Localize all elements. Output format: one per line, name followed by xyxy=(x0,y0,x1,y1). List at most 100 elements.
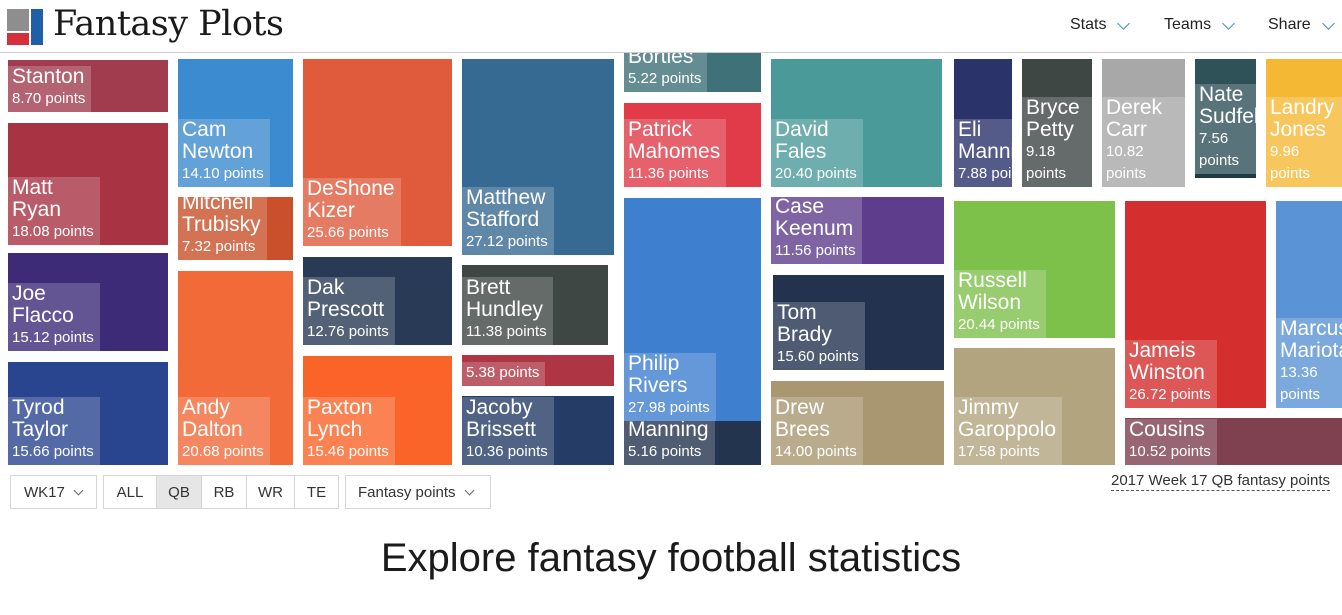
player-points: 18.08 points xyxy=(12,223,94,240)
treemap-tile[interactable]: Bortles 5.22 points xyxy=(624,53,761,92)
treemap-tile[interactable]: Patrick Mahomes 11.36 points xyxy=(624,103,761,187)
player-points: 10.36 points xyxy=(466,443,548,460)
position-filter: ALL QB RB WR TE xyxy=(103,475,339,509)
player-points: 20.40 points xyxy=(775,165,857,182)
player-points: 26.72 points xyxy=(1129,386,1211,403)
treemap-tile[interactable]: Derek Carr 10.82 points xyxy=(1102,59,1185,187)
treemap-tile[interactable]: Jameis Winston 26.72 points xyxy=(1125,201,1266,408)
treemap-tile[interactable]: Bryce Petty 9.18 points xyxy=(1022,59,1092,187)
player-points: 5.16 points xyxy=(628,443,702,460)
treemap-tile[interactable]: Tom Brady 15.60 points xyxy=(773,275,944,370)
player-name: Cam Newton xyxy=(182,118,254,163)
treemap-tile[interactable]: Mitchell Trubisky 7.32 points xyxy=(178,197,293,260)
player-name: Bortles xyxy=(628,53,694,68)
player-name: Marcus Mariota xyxy=(1280,317,1342,362)
treemap-tile[interactable]: Jimmy Garoppolo 17.58 points xyxy=(954,348,1115,465)
tile-label: Brett Hundley 11.38 points xyxy=(462,277,553,345)
tile-label: 5.38 points xyxy=(462,362,546,386)
treemap-tile[interactable]: 5.38 points xyxy=(462,355,614,386)
treemap-tile[interactable]: Matthew Stafford 27.12 points xyxy=(462,59,614,255)
nav-teams[interactable]: Teams xyxy=(1164,16,1235,34)
player-points: 27.98 points xyxy=(628,399,710,416)
position-rb[interactable]: RB xyxy=(202,476,247,508)
tile-label: Nate Sudfeld 7.56 points xyxy=(1195,84,1256,174)
treemap-tile[interactable]: Philip Rivers 27.98 points xyxy=(624,198,761,421)
treemap-tile[interactable]: Matt Ryan 18.08 points xyxy=(8,123,168,245)
player-name: Mitchell Trubisky xyxy=(182,197,261,236)
position-wr[interactable]: WR xyxy=(247,476,295,508)
treemap-tile[interactable]: Drew Brees 14.00 points xyxy=(771,381,944,465)
metric-select[interactable]: Fantasy points xyxy=(345,475,491,509)
chevron-down-icon xyxy=(1321,16,1335,30)
player-name: Jameis Winston xyxy=(1129,339,1205,384)
tile-label: Eli Manning 7.88 points xyxy=(954,119,1012,187)
treemap-tile[interactable]: DeShone Kizer 25.66 points xyxy=(303,59,452,246)
treemap-tile[interactable]: Nate Sudfeld 7.56 points xyxy=(1195,59,1256,178)
player-name: Paxton Lynch xyxy=(307,396,373,441)
tile-label: Derek Carr 10.82 points xyxy=(1102,97,1185,187)
player-points: 15.12 points xyxy=(12,329,94,346)
treemap-tile[interactable]: David Fales 20.40 points xyxy=(771,59,942,187)
treemap-tile[interactable]: Paxton Lynch 15.46 points xyxy=(303,356,452,465)
treemap-tile[interactable]: Joe Flacco 15.12 points xyxy=(8,253,168,351)
tile-label: Andy Dalton 20.68 points xyxy=(178,397,270,465)
tile-label: Landry Jones 9.96 points xyxy=(1266,97,1342,187)
treemap-tile[interactable]: Russell Wilson 20.44 points xyxy=(954,201,1115,338)
treemap-tile[interactable]: Landry Jones 9.96 points xyxy=(1266,59,1342,187)
chevron-down-icon xyxy=(1117,16,1131,30)
player-name: Joe Flacco xyxy=(12,282,74,327)
nav-share[interactable]: Share xyxy=(1268,16,1335,34)
chevron-down-icon xyxy=(464,485,475,495)
player-points: 7.88 points xyxy=(958,165,1012,182)
tile-label: Jameis Winston 26.72 points xyxy=(1125,340,1217,408)
logo-icon[interactable] xyxy=(7,9,43,45)
week-select[interactable]: WK17 xyxy=(10,475,97,509)
qb-treemap: Stanton 8.70 points Matt Ryan 18.08 poin… xyxy=(0,53,1342,465)
treemap-tile[interactable]: Cousins 10.52 points xyxy=(1125,418,1342,465)
treemap-tile[interactable]: Andy Dalton 20.68 points xyxy=(178,271,293,465)
treemap-tile[interactable]: Jacoby Brissett 10.36 points xyxy=(462,396,614,465)
position-te[interactable]: TE xyxy=(306,483,327,501)
player-name: Stanton xyxy=(12,65,85,88)
treemap-tile[interactable]: Eli Manning 7.88 points xyxy=(954,59,1012,187)
treemap-tile[interactable]: Cam Newton 14.10 points xyxy=(178,59,293,187)
player-points: 10.82 points xyxy=(1106,143,1147,182)
player-name: David Fales xyxy=(775,118,829,163)
player-name: Tom Brady xyxy=(777,301,832,346)
player-name: Jacoby Brissett xyxy=(466,396,537,441)
brand-title[interactable]: Fantasy Plots xyxy=(53,4,284,44)
position-all[interactable]: ALL xyxy=(104,476,157,508)
player-name: Case Keenum xyxy=(775,197,854,240)
metric-select-value: Fantasy points xyxy=(358,483,456,501)
player-points: 15.60 points xyxy=(777,348,859,365)
player-points: 9.96 points xyxy=(1270,143,1311,182)
player-points: 14.10 points xyxy=(182,165,264,182)
player-points: 7.32 points xyxy=(182,238,256,255)
treemap-tile[interactable]: Brett Hundley 11.38 points xyxy=(462,265,614,345)
player-name: Russell Wilson xyxy=(958,269,1027,314)
treemap-tile[interactable]: Tyrod Taylor 15.66 points xyxy=(8,362,168,465)
position-qb[interactable]: QB xyxy=(157,476,202,508)
treemap-tile[interactable]: Marcus Mariota 13.36 points xyxy=(1276,201,1342,408)
player-name: Bryce Petty xyxy=(1026,96,1080,141)
tile-label: Tyrod Taylor 15.66 points xyxy=(8,397,100,465)
player-name: Nate Sudfeld xyxy=(1199,83,1256,128)
tile-label: Jimmy Garoppolo 17.58 points xyxy=(954,397,1063,465)
player-points: 27.12 points xyxy=(466,233,548,250)
treemap-tile[interactable]: Stanton 8.70 points xyxy=(8,60,168,112)
tile-label: Drew Brees 14.00 points xyxy=(771,397,863,465)
tile-label: Joe Flacco 15.12 points xyxy=(8,283,100,351)
player-points: 11.56 points xyxy=(775,242,856,259)
player-name: Eli Manning xyxy=(958,118,1012,163)
treemap-tile[interactable]: Case Keenum 11.56 points xyxy=(771,197,944,264)
nav-share-label: Share xyxy=(1268,16,1311,33)
tile-label: Jacoby Brissett 10.36 points xyxy=(462,397,554,465)
treemap-tile[interactable]: Manning 5.16 points xyxy=(624,421,761,465)
nav-stats-label: Stats xyxy=(1070,16,1107,33)
nav-stats[interactable]: Stats xyxy=(1070,16,1131,34)
tile-label: Philip Rivers 27.98 points xyxy=(624,353,716,421)
player-points: 20.68 points xyxy=(182,443,264,460)
tile-label: Stanton 8.70 points xyxy=(8,65,92,112)
player-name: Matt Ryan xyxy=(12,176,62,221)
treemap-tile[interactable]: Dak Prescott 12.76 points xyxy=(303,257,452,345)
